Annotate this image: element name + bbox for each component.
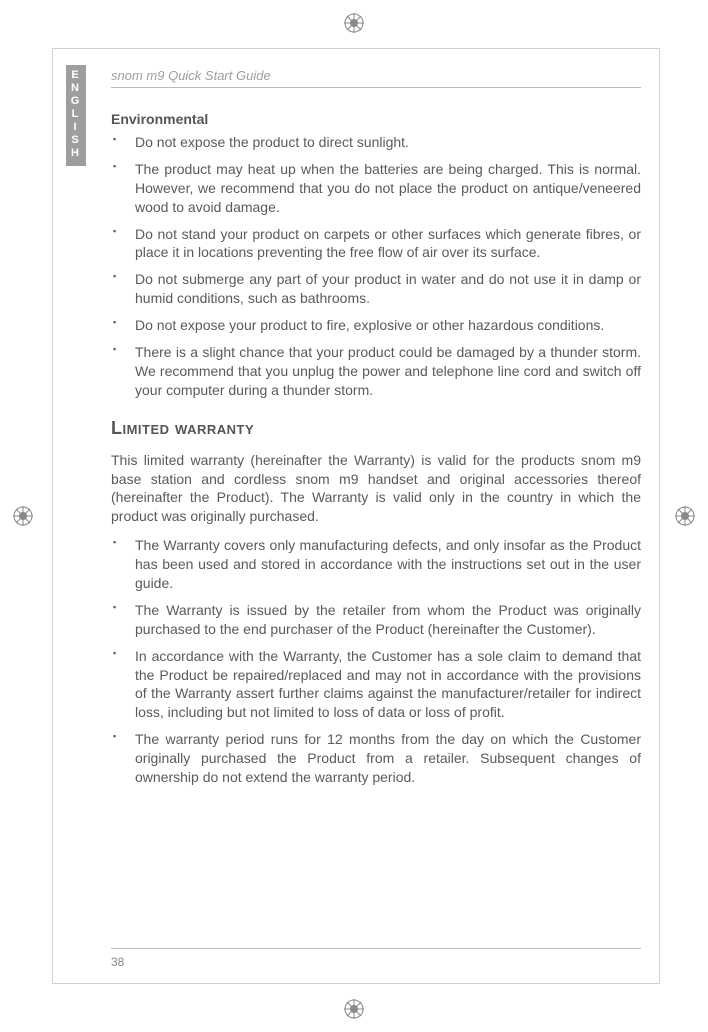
warranty-intro: This limited warranty (hereinafter the W… [111, 451, 641, 527]
list-item: In accordance with the Warranty, the Cus… [111, 647, 641, 723]
page-frame: ENGLISH snom m9 Quick Start Guide Enviro… [52, 48, 660, 984]
registration-mark-icon [12, 505, 34, 527]
registration-mark-icon [343, 998, 365, 1020]
registration-mark-icon [674, 505, 696, 527]
list-item: The product may heat up when the batteri… [111, 160, 641, 217]
warranty-heading: Limited warranty [111, 418, 641, 439]
page-content: Environmental Do not expose the product … [111, 111, 641, 805]
footer-rule [111, 948, 641, 949]
warranty-list: The Warranty covers only manufacturing d… [111, 536, 641, 787]
environmental-heading: Environmental [111, 111, 641, 127]
language-tab: ENGLISH [66, 65, 86, 166]
list-item: Do not expose your product to fire, expl… [111, 316, 641, 335]
list-item: The warranty period runs for 12 months f… [111, 730, 641, 787]
list-item: Do not stand your product on carpets or … [111, 225, 641, 263]
running-header: snom m9 Quick Start Guide [111, 68, 271, 83]
header-rule [111, 87, 641, 88]
environmental-list: Do not expose the product to direct sunl… [111, 133, 641, 400]
list-item: There is a slight chance that your produ… [111, 343, 641, 400]
list-item: The Warranty is issued by the retailer f… [111, 601, 641, 639]
registration-mark-icon [343, 12, 365, 34]
list-item: Do not submerge any part of your product… [111, 270, 641, 308]
list-item: The Warranty covers only manufacturing d… [111, 536, 641, 593]
page-number: 38 [111, 955, 124, 969]
list-item: Do not expose the product to direct sunl… [111, 133, 641, 152]
